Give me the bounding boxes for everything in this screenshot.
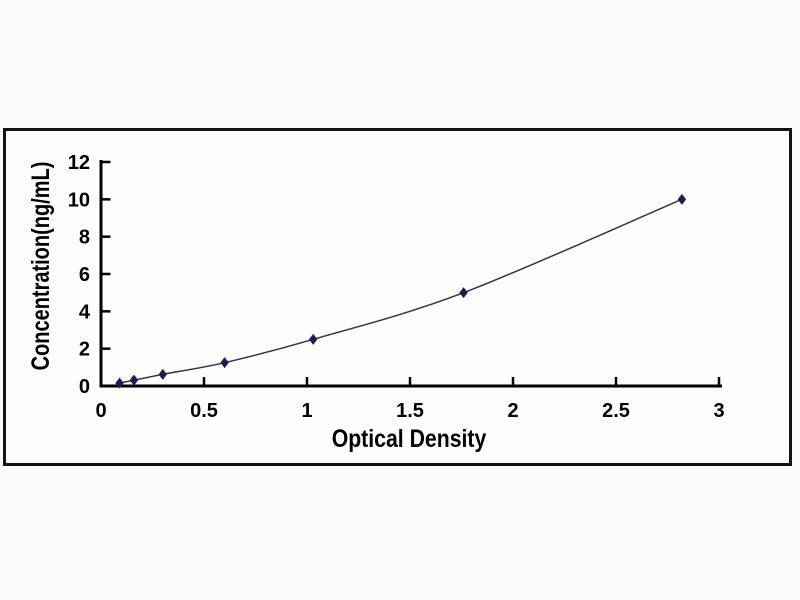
- data-point-marker: [158, 368, 167, 380]
- x-tick-label: 0: [95, 400, 106, 422]
- plot-area: 0 0.5 1 1.5 2 2.5 3 0 2 4 6 8 10 12: [68, 152, 725, 422]
- x-tick-label: 3: [713, 400, 724, 422]
- data-point-marker: [459, 287, 468, 299]
- x-tick-label: 2: [507, 400, 518, 422]
- y-tick-label: 2: [79, 339, 90, 361]
- data-point-marker: [129, 374, 139, 386]
- data-point-marker: [308, 333, 318, 345]
- x-tick-label: 1.5: [396, 400, 424, 422]
- y-tick-label: 12: [68, 152, 90, 174]
- y-tick-label: 6: [79, 264, 90, 286]
- y-tick-label: 8: [79, 227, 90, 249]
- data-point-marker: [220, 357, 229, 369]
- y-tick-label: 4: [79, 301, 91, 323]
- y-tick-label: 0: [79, 376, 90, 398]
- y-axis-title: Concentration(ng/mL): [27, 162, 55, 371]
- standard-curve-line: [119, 198, 683, 384]
- x-tick-label: 2.5: [602, 400, 630, 422]
- x-tick-label: 0.5: [190, 400, 218, 422]
- y-tick-label: 10: [68, 189, 90, 211]
- x-tick-label: 1: [301, 400, 312, 422]
- chart-frame: [3, 128, 792, 466]
- data-point-marker: [115, 377, 124, 389]
- x-axis-title: Optical Density: [332, 424, 487, 452]
- data-point-marker: [677, 193, 687, 205]
